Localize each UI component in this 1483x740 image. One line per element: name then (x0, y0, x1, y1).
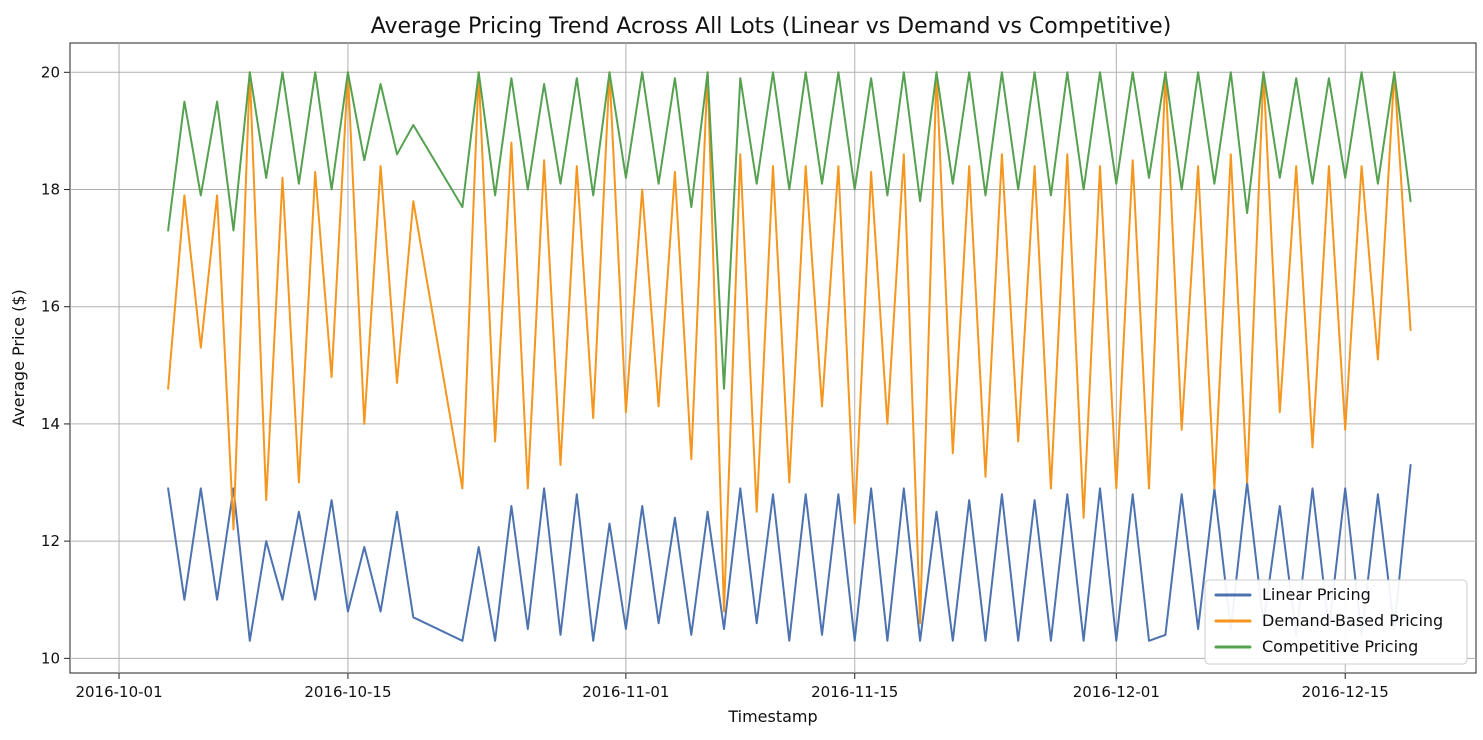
linear-pricing-line (167, 464, 1412, 642)
x-tick-label: 2016-11-15 (811, 683, 898, 701)
axis-ticks: 2016-10-01 2016-10-15 2016-11-01 2016-11-15… (41, 63, 1389, 701)
legend-box (1204, 579, 1468, 665)
x-tick-label: 2016-10-01 (75, 683, 162, 701)
x-tick-label: 2016-11-01 (582, 683, 669, 701)
chart-title: Average Pricing Trend Across All Lots (L… (371, 14, 1172, 39)
x-tick-label: 2016-12-01 (1073, 683, 1160, 701)
y-tick-label: 16 (41, 298, 60, 316)
competitive-pricing-line (167, 71, 1412, 390)
legend-linear-label: Linear Pricing (1262, 585, 1371, 604)
y-tick-label: 12 (41, 532, 60, 550)
x-tick-label: 2016-12-15 (1302, 683, 1389, 701)
y-tick-label: 20 (41, 63, 60, 81)
legend-competitive-label: Competitive Pricing (1262, 637, 1418, 656)
y-tick-label: 18 (41, 181, 60, 199)
grid-lines (70, 43, 1476, 673)
y-tick-label: 14 (41, 415, 60, 433)
demand-based-pricing-line (167, 71, 1412, 625)
plot-frame (69, 42, 1477, 674)
legend-demand-label: Demand-Based Pricing (1262, 611, 1443, 630)
legend: Linear Pricing Demand-Based Pricing Comp… (1204, 579, 1468, 665)
y-axis-label: Average Price ($) (9, 289, 28, 427)
series-layer (167, 71, 1412, 642)
plot-area: 2016-10-01 2016-10-15 2016-11-01 2016-11-15… (41, 42, 1477, 701)
x-tick-label: 2016-10-15 (304, 683, 391, 701)
y-tick-label: 10 (41, 649, 60, 667)
x-axis-label: Timestamp (727, 707, 817, 726)
